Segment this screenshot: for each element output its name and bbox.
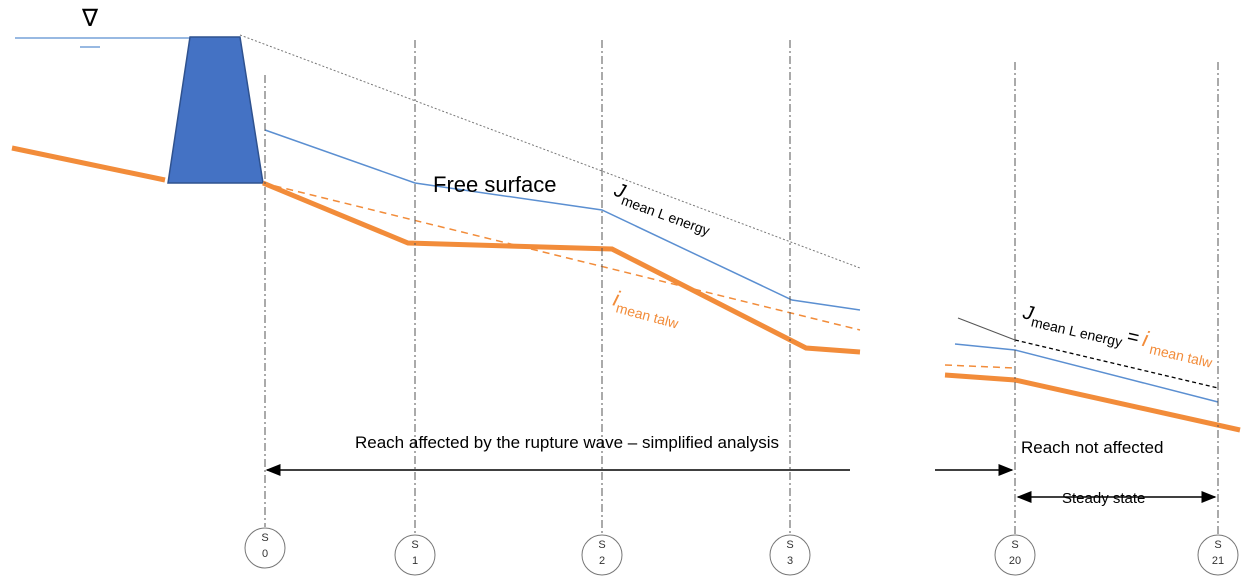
river-bed xyxy=(262,180,861,355)
bed-slope-label: imean talw xyxy=(610,286,685,332)
section: S2 xyxy=(581,40,623,576)
reach-not-affected-label: Reach not affected xyxy=(1021,438,1163,457)
section-letter: S xyxy=(411,539,418,551)
section-letter: S xyxy=(786,539,793,551)
river-bed-right xyxy=(944,372,1241,433)
subscript: mean talw xyxy=(614,300,681,332)
section: S3 xyxy=(769,40,811,576)
section-letter: S xyxy=(1214,539,1221,551)
energy-line xyxy=(239,34,861,269)
equality-label: Jmean L energy=imean talw xyxy=(1019,298,1218,371)
subscript: mean L energy xyxy=(1030,313,1124,349)
mean-bed-line xyxy=(262,182,861,331)
free-surface-line xyxy=(264,129,861,311)
section: S 20 xyxy=(994,62,1036,576)
upstream-bed xyxy=(11,145,166,183)
section-number: 0 xyxy=(262,548,268,560)
section: S 21 xyxy=(1197,62,1239,576)
operator: = xyxy=(1125,325,1141,349)
section-letter: S xyxy=(598,539,605,551)
energy-line-right xyxy=(957,317,1016,341)
subscript: mean L energy xyxy=(619,192,712,239)
reach-affected-label: Reach affected by the rupture wave – sim… xyxy=(355,433,779,452)
section-number: 21 xyxy=(1212,555,1224,567)
dam xyxy=(167,36,264,184)
section-letter: S xyxy=(1011,539,1018,551)
subscript: mean talw xyxy=(1148,341,1215,371)
section-number: 3 xyxy=(787,555,793,567)
section-number: 2 xyxy=(599,555,605,567)
water-level-symbol: ∇ xyxy=(81,5,99,32)
section: S0 xyxy=(244,75,286,569)
steady-state-label: Steady state xyxy=(1062,490,1145,507)
section-letter: S xyxy=(261,532,268,544)
section-number: 20 xyxy=(1009,555,1021,567)
free-surface-label: Free surface xyxy=(433,172,557,197)
section-number: 1 xyxy=(412,555,418,567)
energy-slope-label: Jmean L energy xyxy=(609,179,716,239)
symbol: i xyxy=(1140,326,1151,352)
mean-bed-right xyxy=(944,364,1016,369)
section: S1 xyxy=(394,40,436,576)
